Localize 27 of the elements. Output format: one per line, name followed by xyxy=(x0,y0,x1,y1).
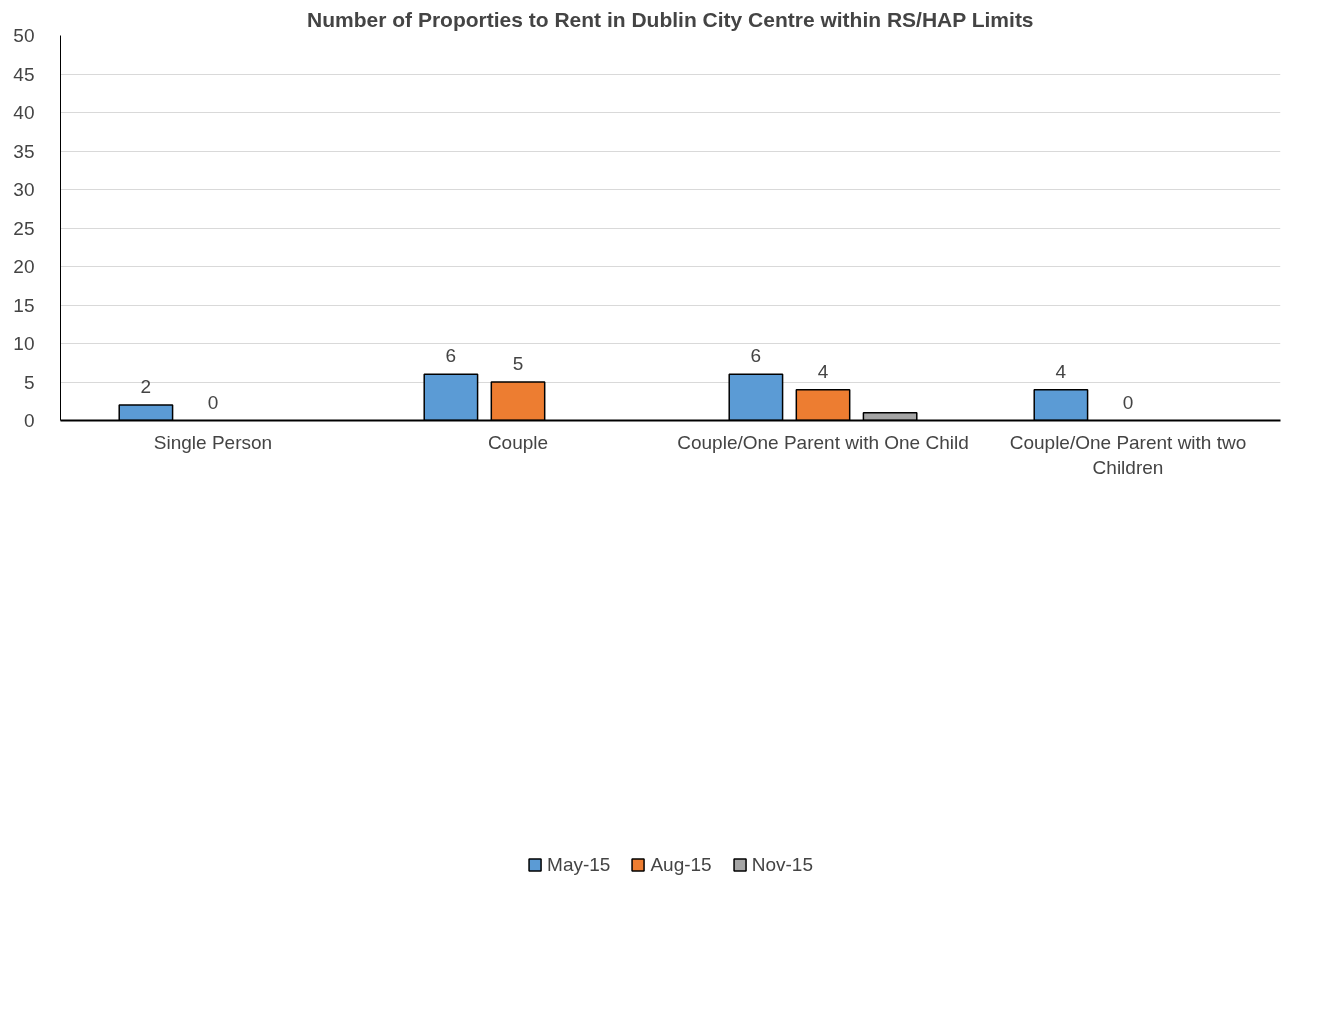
data-label: 4 xyxy=(817,360,829,382)
chart-title: Number of Proporties to Rent in Dublin City Centre within RS/HAP Limits xyxy=(307,7,1034,31)
y-tick-label: 40 xyxy=(13,102,35,123)
y-tick-label: 50 xyxy=(13,25,35,46)
legend-label: May-15 xyxy=(547,853,611,876)
data-label: 6 xyxy=(750,345,762,367)
y-tick-label: 20 xyxy=(13,256,35,277)
y-tick-label: 10 xyxy=(13,333,35,354)
y-tick-label: 30 xyxy=(13,179,35,200)
data-label: 0 xyxy=(207,391,219,413)
x-tick-label: Couple xyxy=(487,431,549,453)
y-tick-label: 25 xyxy=(13,217,35,239)
y-tick-label: 35 xyxy=(13,140,35,162)
data-label: 0 xyxy=(1122,391,1134,413)
y-tick-label: 0 xyxy=(23,410,35,431)
data-label: 2 xyxy=(140,376,152,398)
data-label: 5 xyxy=(512,353,524,374)
x-tick-label: Couple/One Parent with two Children xyxy=(1009,431,1247,478)
y-tick-label: 5 xyxy=(23,371,35,393)
y-tick-label: 15 xyxy=(13,294,35,316)
data-label: 4 xyxy=(1055,360,1067,382)
x-tick-label: Single Person xyxy=(153,431,273,453)
legend-label: Aug-15 xyxy=(650,853,712,876)
legend-label: Nov-15 xyxy=(751,853,813,876)
data-label: 6 xyxy=(445,345,457,367)
x-tick-label: Couple/One Parent with One Child xyxy=(677,431,969,453)
y-tick-label: 45 xyxy=(13,63,35,85)
